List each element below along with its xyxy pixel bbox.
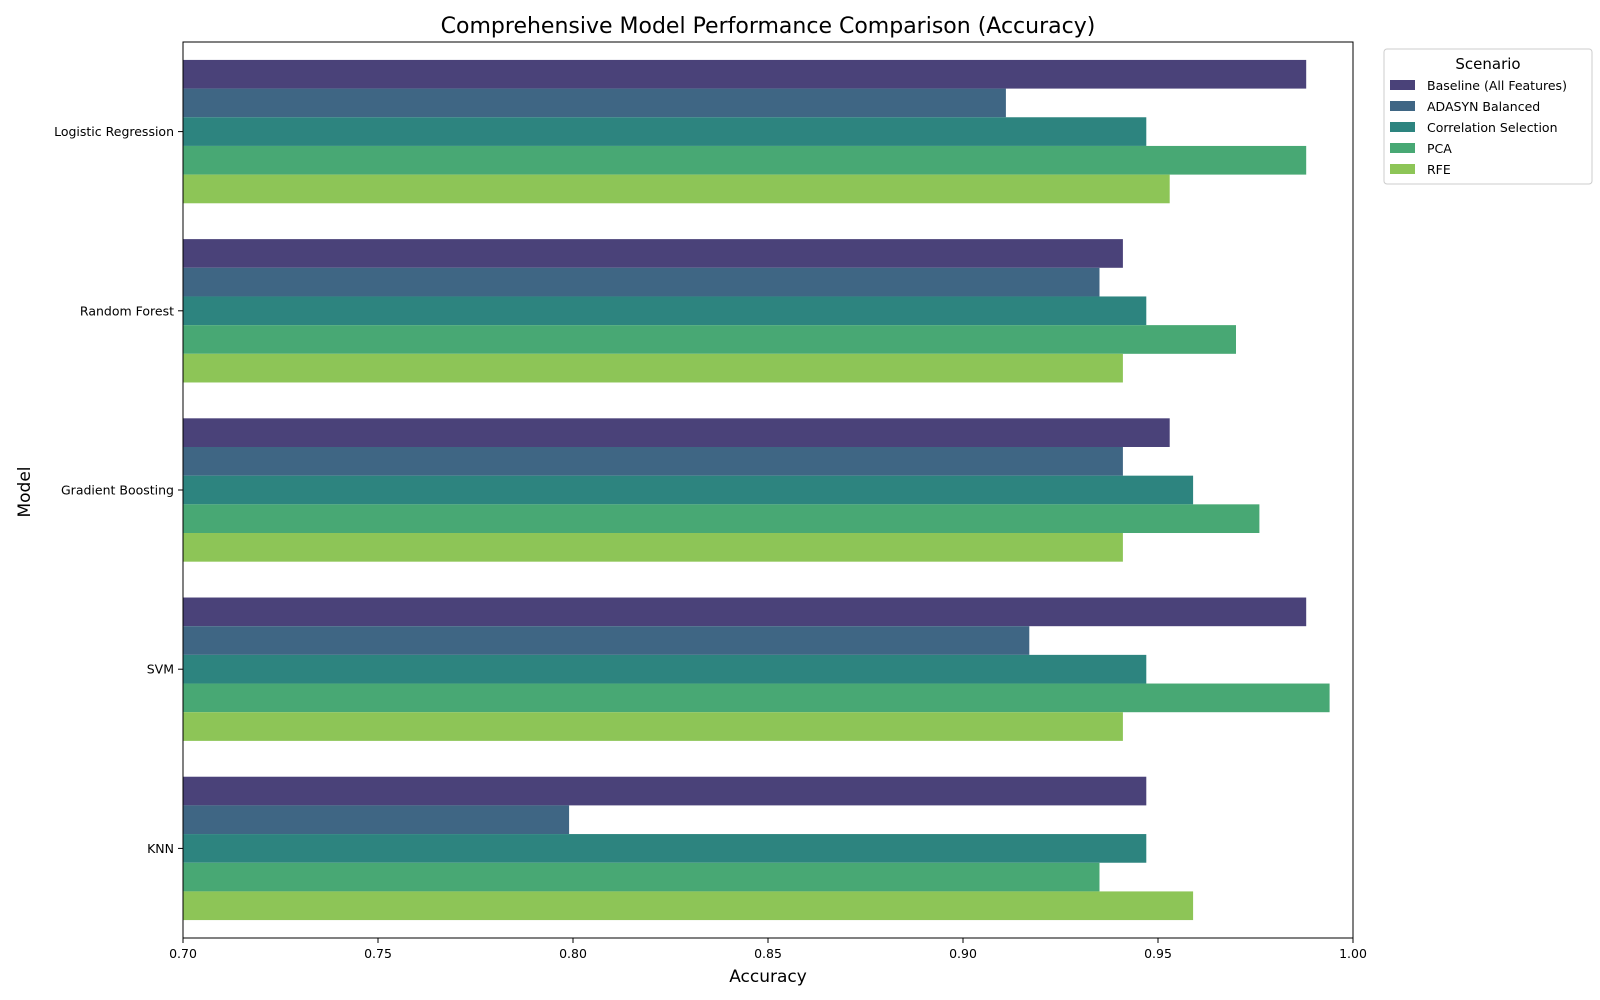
legend-swatch xyxy=(1390,101,1415,111)
legend-label: Baseline (All Features) xyxy=(1427,78,1567,93)
y-tick-label: Random Forest xyxy=(80,303,174,318)
bar xyxy=(183,862,1100,892)
x-axis-label: Accuracy xyxy=(729,967,807,987)
bar xyxy=(183,296,1147,326)
bar xyxy=(183,325,1236,354)
bar xyxy=(183,267,1100,297)
bar xyxy=(183,117,1147,146)
legend-label: PCA xyxy=(1427,141,1452,156)
legend: Scenario Baseline (All Features) ADASYN B… xyxy=(1383,48,1593,185)
bar xyxy=(183,805,570,835)
legend-label: RFE xyxy=(1427,162,1451,177)
bar xyxy=(183,712,1123,741)
bar xyxy=(183,683,1330,713)
bar xyxy=(183,145,1307,175)
legend-swatch xyxy=(1390,143,1415,153)
bars-group xyxy=(183,59,1330,921)
y-tick-label: Logistic Regression xyxy=(54,124,174,139)
legend-swatch xyxy=(1390,122,1415,132)
bar xyxy=(183,654,1147,684)
legend-title: Scenario xyxy=(1455,55,1520,73)
bar xyxy=(183,353,1123,383)
bar xyxy=(183,59,1307,89)
bar xyxy=(183,418,1170,447)
y-axis-label: Model xyxy=(15,466,35,517)
chart-title: Comprehensive Model Performance Comparis… xyxy=(441,14,1096,39)
bar xyxy=(183,475,1194,505)
bar xyxy=(183,88,1006,118)
bar xyxy=(183,626,1030,655)
x-tick-label: 0.90 xyxy=(949,946,977,961)
y-axis-ticks: Logistic Regression Random Forest Gradient… xyxy=(54,124,183,856)
bar xyxy=(183,597,1307,627)
x-tick-label: 0.75 xyxy=(364,946,392,961)
x-tick-label: 1.00 xyxy=(1339,946,1367,961)
x-tick-label: 0.80 xyxy=(559,946,587,961)
x-axis-ticks: 0.70 0.75 0.80 0.85 0.90 0.95 1.00 xyxy=(169,938,1367,961)
bar xyxy=(183,239,1123,268)
legend-swatch xyxy=(1390,80,1415,90)
bar xyxy=(183,776,1147,806)
bar xyxy=(183,891,1194,921)
legend-frame xyxy=(1383,48,1593,185)
legend-swatch xyxy=(1390,164,1415,174)
legend-label: Correlation Selection xyxy=(1427,120,1558,135)
bar xyxy=(183,834,1147,863)
x-tick-label: 0.85 xyxy=(754,946,782,961)
y-tick-label: Gradient Boosting xyxy=(61,483,174,498)
y-tick-label: KNN xyxy=(147,841,174,856)
bar xyxy=(183,504,1260,534)
y-tick-label: SVM xyxy=(147,662,174,677)
x-tick-label: 0.95 xyxy=(1144,946,1172,961)
legend-label: ADASYN Balanced xyxy=(1427,99,1540,114)
bar xyxy=(183,446,1123,476)
legend-items: Baseline (All Features) ADASYN Balanced Co… xyxy=(1390,78,1567,177)
x-tick-label: 0.70 xyxy=(169,946,197,961)
bar xyxy=(183,533,1123,562)
bar xyxy=(183,174,1170,204)
